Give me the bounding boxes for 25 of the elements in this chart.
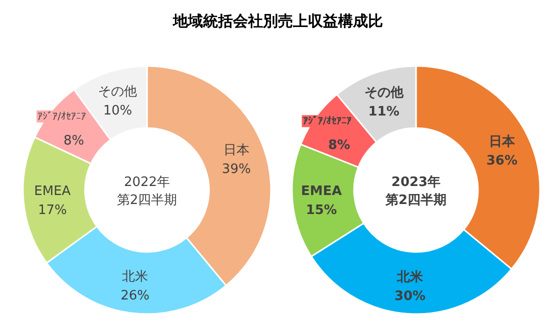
data-label: 8% [63, 133, 84, 148]
data-label: 10% [103, 104, 132, 119]
data-label: 15% [306, 202, 337, 218]
slice-label: その他 [364, 86, 404, 101]
text: 第2四半期 [116, 193, 178, 208]
slice-label: 日本 [223, 142, 250, 158]
data-label: 17% [38, 202, 67, 218]
text: 2022年 [124, 175, 170, 190]
data-label: 36% [486, 154, 518, 169]
slice-label: EMEA [34, 184, 71, 199]
slice-label: その他 [98, 84, 138, 100]
slice-label: EMEA [301, 184, 342, 199]
text: 第2四半期 [384, 193, 447, 208]
text: 2023年 [391, 175, 441, 190]
data-label: 8% [328, 138, 350, 154]
slice-label: ｱｼﾞｱ/ｵｾｱﾆｱ [302, 115, 352, 128]
slice-label: ｱｼﾞｱ/ｵｾｱﾆｱ [38, 110, 86, 122]
slice-label: 日本 [488, 134, 516, 150]
data-label: 11% [368, 104, 400, 120]
slice-label: 北米 [122, 269, 148, 284]
data-label: 26% [120, 288, 150, 304]
chart-title: 地域統括会社別売上収益構成比 [172, 12, 383, 30]
slice-label: 北米 [396, 270, 424, 285]
data-label: 30% [394, 288, 426, 304]
data-label: 39% [222, 162, 251, 177]
